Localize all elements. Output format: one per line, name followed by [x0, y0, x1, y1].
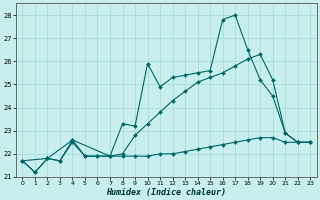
X-axis label: Humidex (Indice chaleur): Humidex (Indice chaleur): [106, 188, 226, 197]
